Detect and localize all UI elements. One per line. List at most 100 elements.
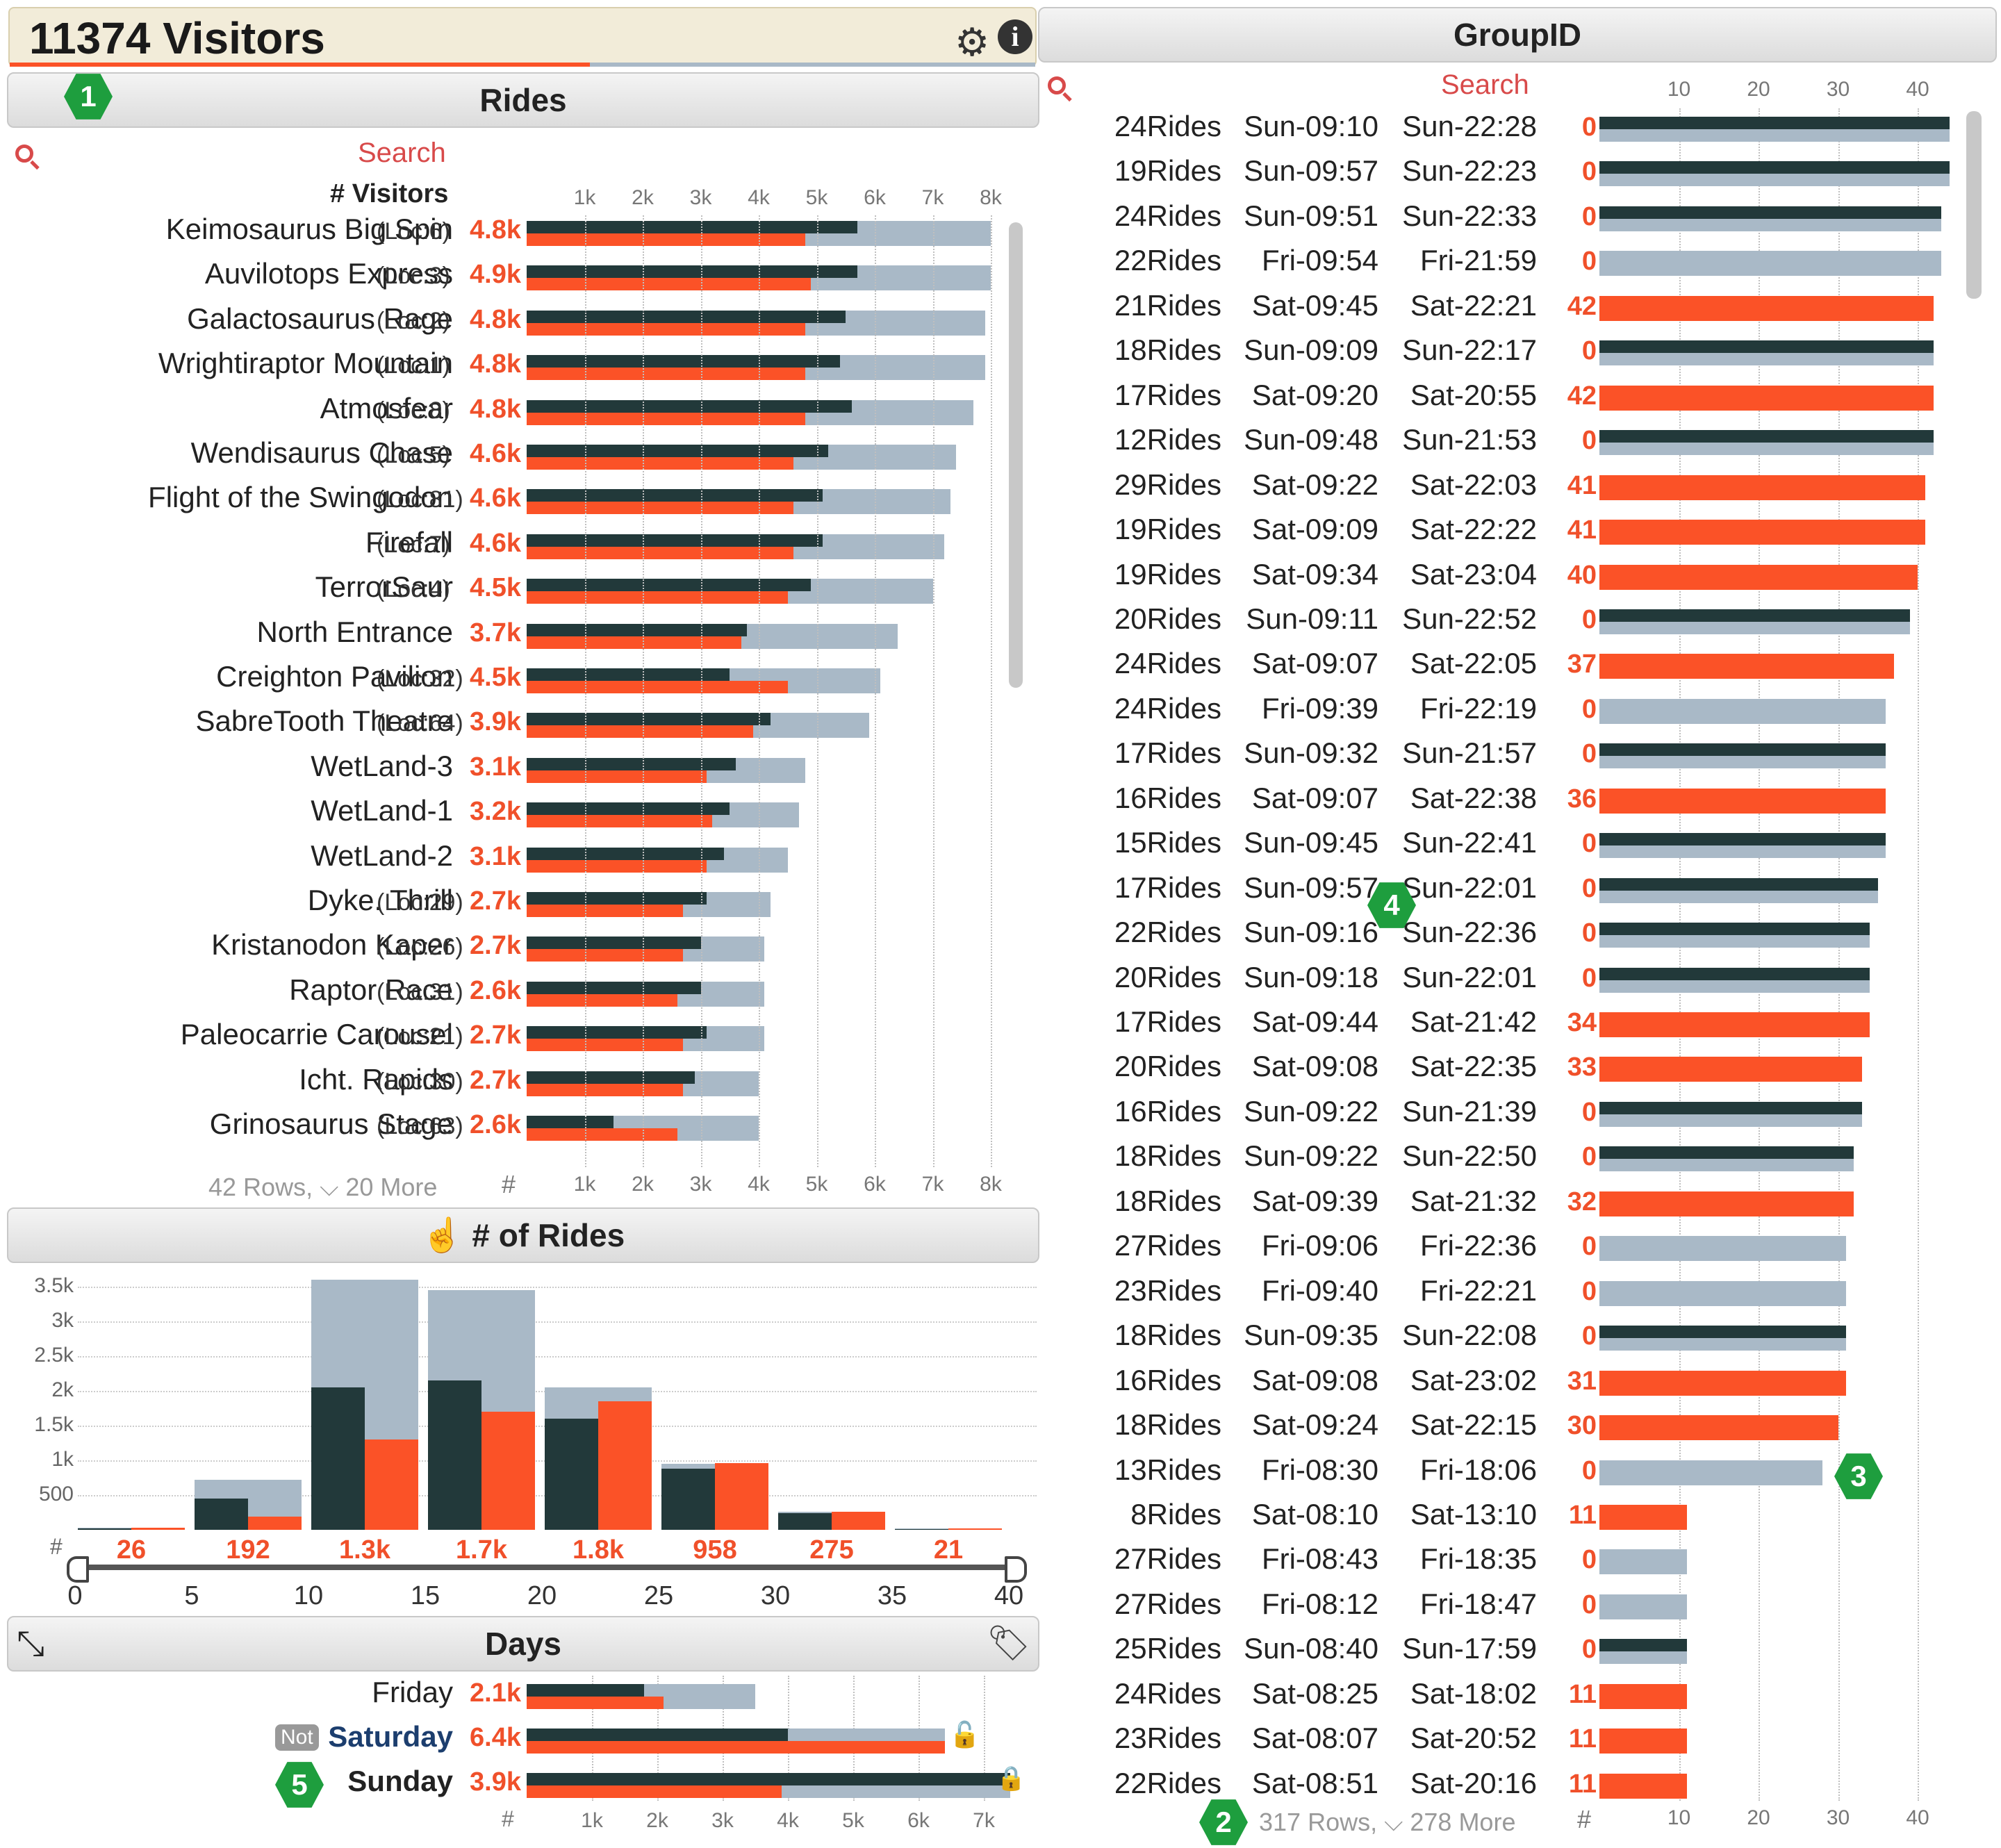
ride-bar-dark[interactable] [527,981,701,994]
ride-bar-dark[interactable] [527,847,724,860]
ride-name[interactable]: Auvilotops Express [204,257,453,290]
group-rides[interactable]: 22Rides [1114,916,1221,949]
ride-bar-orange[interactable] [527,993,678,1007]
ride-name[interactable]: Galactosaurus Rage [187,302,453,335]
group-row-count[interactable]: 317 Rows, ⌵ 278 More [1259,1808,1516,1836]
ride-bar-orange[interactable] [527,770,707,783]
group-rides[interactable]: 17Rides [1114,378,1221,411]
ride-bar-dark[interactable] [527,937,701,950]
ride-bar-orange[interactable] [527,1083,684,1096]
hist-bar-orange[interactable] [832,1512,885,1530]
group-rides[interactable]: 17Rides [1114,871,1221,904]
group-bar-orange[interactable] [1599,520,1926,545]
day-bar-orange[interactable] [527,1697,664,1709]
group-rides[interactable]: 22Rides [1114,1766,1221,1799]
group-bar-orange[interactable] [1599,1370,1846,1396]
ride-name[interactable]: Dyke. Thrill [307,884,453,916]
ride-bar-dark[interactable] [527,489,823,502]
range-slider-min-handle[interactable] [67,1556,89,1583]
group-rides[interactable]: 20Rides [1114,1050,1221,1083]
group-bar-orange[interactable] [1599,564,1918,590]
ride-bar-dark[interactable] [527,310,846,323]
group-rides[interactable]: 22Rides [1114,244,1221,277]
group-bar-orange[interactable] [1599,1773,1687,1799]
group-bar-dark[interactable] [1599,206,1942,219]
group-rides[interactable]: 18Rides [1114,1408,1221,1442]
ride-name[interactable]: Flight of the Swingodon [148,481,453,514]
gear-icon[interactable]: ⚙ [955,20,990,64]
group-rides[interactable]: 27Rides [1114,1229,1221,1262]
hist-bar-dark[interactable] [428,1380,481,1530]
ride-bar-orange[interactable] [527,368,805,381]
group-rides[interactable]: 16Rides [1114,1094,1221,1128]
ride-name[interactable]: SabreTooth Theatre [195,704,453,738]
hist-bar-dark[interactable] [311,1387,365,1530]
hist-bar-orange[interactable] [948,1528,1002,1530]
group-bar-total[interactable] [1599,1594,1687,1619]
ride-name[interactable]: Creighton Pavilion [216,660,453,693]
day-name[interactable]: Saturday [328,1720,453,1753]
group-rides[interactable]: 24Rides [1114,199,1221,232]
group-bar-total[interactable] [1599,698,1886,724]
group-rides[interactable]: 24Rides [1114,691,1221,725]
day-bar-dark[interactable] [527,1684,645,1697]
rides-row-count[interactable]: 42 Rows, ⌵ 20 More [208,1173,438,1201]
group-bar-dark[interactable] [1599,743,1886,757]
days-panel-header[interactable]: Days [7,1616,1039,1672]
ride-bar-dark[interactable] [527,802,730,816]
group-bar-dark[interactable] [1599,340,1934,354]
group-panel-header[interactable]: GroupID [1038,7,1997,63]
ride-name[interactable]: Keimosaurus Big Spin [165,213,453,245]
hist-bar-orange[interactable] [481,1412,535,1530]
day-name[interactable]: Friday [372,1676,453,1708]
ride-bar-orange[interactable] [527,949,684,962]
group-bar-dark[interactable] [1599,1639,1687,1652]
group-bar-orange[interactable] [1599,385,1934,411]
group-bar-orange[interactable] [1599,1504,1687,1530]
group-bar-dark[interactable] [1599,161,1950,174]
hist-bar-dark[interactable] [195,1499,248,1530]
group-bar-orange[interactable] [1599,1012,1870,1037]
ride-name[interactable]: WetLand-2 [311,839,453,872]
group-bar-orange[interactable] [1599,788,1886,814]
day-bar-dark[interactable] [527,1773,1010,1785]
ride-name[interactable]: Wrightiraptor Mountain [158,347,453,380]
not-toggle[interactable]: Not [275,1724,319,1751]
ride-bar-dark[interactable] [527,265,857,279]
group-bar-total[interactable] [1599,1460,1822,1485]
ride-bar-dark[interactable] [527,445,829,457]
group-bar-orange[interactable] [1599,1415,1838,1441]
ride-bar-orange[interactable] [527,278,812,291]
group-bar-dark[interactable] [1599,1101,1862,1114]
group-rides[interactable]: 27Rides [1114,1542,1221,1576]
group-bar-dark[interactable] [1599,923,1870,936]
group-bar-dark[interactable] [1599,1326,1846,1339]
group-bar-orange[interactable] [1599,1729,1687,1754]
ride-name[interactable]: Grinosaurus Stage [209,1107,453,1140]
ride-bar-dark[interactable] [527,399,852,413]
day-bar-orange[interactable] [527,1741,945,1754]
group-bar-orange[interactable] [1599,1191,1854,1216]
range-slider-track[interactable] [75,1565,1013,1570]
group-rides[interactable]: 24Rides [1114,647,1221,680]
group-rides[interactable]: 8Rides [1130,1497,1221,1531]
ride-bar-dark[interactable] [527,221,857,233]
collapse-icon[interactable]: ⤡ [17,1624,44,1663]
group-search-input[interactable]: Search [1441,69,1529,100]
group-scrollbar[interactable] [1966,111,1982,299]
ride-name[interactable]: Paleocarrie Carousel [180,1018,453,1051]
ride-name[interactable]: Kristanodon Kaper [211,928,453,962]
group-bar-dark[interactable] [1599,609,1910,622]
group-search-icon[interactable] [1048,76,1066,94]
ride-bar-dark[interactable] [527,623,748,636]
group-rides[interactable]: 27Rides [1114,1587,1221,1620]
group-rides[interactable]: 18Rides [1114,1184,1221,1217]
ride-bar-dark[interactable] [527,668,730,681]
ride-name[interactable]: TerrorSaur [315,570,453,604]
range-slider-max-handle[interactable] [1005,1556,1027,1583]
group-rides[interactable]: 25Rides [1114,1632,1221,1665]
group-bar-dark[interactable] [1599,1146,1854,1160]
ride-bar-orange[interactable] [527,1128,678,1141]
ride-name[interactable]: Raptor Race [289,973,453,1006]
ride-bar-orange[interactable] [527,233,805,246]
